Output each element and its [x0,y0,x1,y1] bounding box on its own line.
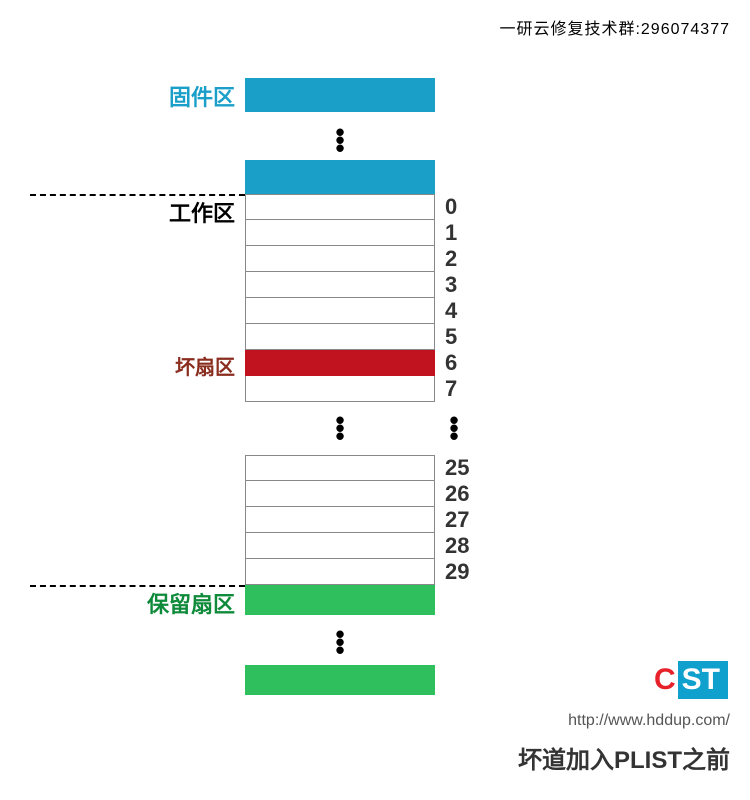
reserved-block-top [245,585,435,615]
url-text: http://www.hddup.com/ [568,712,730,730]
work-row [245,507,435,533]
work-row [245,376,435,402]
row-number: 2 [445,246,457,272]
row-number: 6 [445,350,457,376]
reserved-block-bottom [245,665,435,695]
row-number: 29 [445,559,469,585]
work-row [245,455,435,481]
vertical-ellipsis: ••• [335,630,345,654]
row-number: 1 [445,220,457,246]
row-number: 3 [445,272,457,298]
reserved-label: 保留扇区 [147,587,235,619]
work-row [245,559,435,585]
vertical-ellipsis: ••• [335,128,345,152]
work-row [245,246,435,272]
work-row [245,533,435,559]
logo-c: C [652,663,678,697]
row-number: 28 [445,533,469,559]
firmware-block-bottom [245,160,435,194]
diagram-stage: 固件区 ••• 工作区 012345 坏扇区 67 ••• ••• 2526272829 保留扇区… [0,0,750,800]
bad-sector-block [245,350,435,376]
row-number: 7 [445,376,457,402]
row-number: 27 [445,507,469,533]
row-number: 26 [445,481,469,507]
logo-st: ST [678,661,728,699]
vertical-ellipsis: ••• [335,416,345,440]
row-number: 0 [445,194,457,220]
work-label: 工作区 [169,196,235,228]
work-row [245,298,435,324]
firmware-label: 固件区 [169,80,235,112]
footer-caption: 坏道加入PLIST之前 [518,740,730,775]
work-row [245,272,435,298]
row-number: 5 [445,324,457,350]
row-number: 4 [445,298,457,324]
work-row [245,194,435,220]
bad-sector-label: 坏扇区 [175,351,235,380]
firmware-block-top [245,78,435,112]
logo: CST [650,660,730,700]
work-row [245,324,435,350]
work-row [245,481,435,507]
work-row [245,220,435,246]
vertical-ellipsis: ••• [449,416,459,440]
row-number: 25 [445,455,469,481]
